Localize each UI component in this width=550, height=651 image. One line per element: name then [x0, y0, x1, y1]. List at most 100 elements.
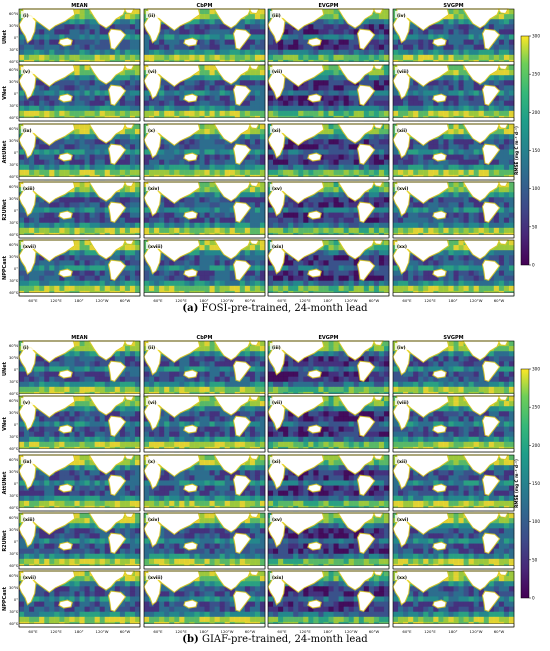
- rmse-cell: [413, 227, 419, 234]
- rmse-cell: [24, 154, 30, 160]
- rmse-cell: [114, 54, 121, 61]
- rmse-cell: [468, 217, 474, 224]
- rmse-cell: [64, 144, 70, 150]
- rmse-cell: [338, 19, 344, 25]
- rmse-cell: [333, 105, 339, 112]
- rmse-cell: [393, 217, 399, 224]
- rmse-cell: [59, 217, 65, 224]
- rmse-cell: [74, 75, 80, 81]
- lat-tick-label: 30°N: [9, 80, 18, 84]
- rmse-cell: [338, 207, 344, 213]
- rmse-cell: [378, 222, 385, 229]
- rmse-cell: [134, 255, 141, 261]
- rmse-cell: [239, 169, 246, 176]
- coastal-rmse: [232, 28, 252, 50]
- rmse-cell: [413, 222, 419, 229]
- rmse-cell: [268, 212, 274, 218]
- rmse-cell: [159, 105, 165, 112]
- rmse-cell: [249, 110, 256, 117]
- rmse-cell: [224, 260, 231, 266]
- rmse-cell: [438, 105, 444, 112]
- rmse-cell: [383, 100, 390, 107]
- rmse-cell: [204, 80, 210, 86]
- land-mass: [143, 234, 266, 239]
- rmse-cell: [204, 90, 210, 96]
- rmse-cell: [34, 227, 40, 234]
- rmse-cell: [378, 129, 385, 135]
- rmse-cell: [393, 95, 399, 101]
- rmse-cell: [293, 222, 299, 229]
- rmse-cell: [44, 105, 50, 112]
- rmse-cell: [443, 159, 449, 166]
- rmse-cell: [508, 124, 515, 130]
- rmse-cell: [254, 14, 261, 20]
- rmse-cell: [338, 90, 344, 96]
- rmse-cell: [99, 100, 106, 107]
- rmse-cell: [378, 202, 385, 208]
- rmse-cell: [34, 197, 40, 203]
- rmse-cell: [34, 159, 40, 166]
- rmse-cell: [29, 105, 35, 112]
- rmse-cell: [209, 49, 215, 56]
- rmse-cell: [493, 49, 500, 56]
- rmse-cell: [159, 39, 165, 45]
- rmse-cell: [413, 29, 419, 35]
- rmse-cell: [383, 90, 390, 96]
- coastal-rmse: [88, 8, 127, 29]
- rmse-cell: [378, 80, 385, 86]
- rmse-cell: [383, 49, 390, 56]
- rmse-cell: [189, 80, 195, 86]
- rmse-cell: [39, 270, 45, 276]
- rmse-cell: [443, 24, 449, 30]
- rmse-cell: [418, 149, 424, 155]
- rmse-cell: [453, 19, 459, 25]
- rmse-cell: [74, 14, 80, 20]
- rmse-cell: [408, 105, 414, 112]
- rmse-cell: [473, 80, 480, 86]
- rmse-cell: [393, 212, 399, 218]
- rmse-cell: [184, 90, 190, 96]
- rmse-cell: [298, 202, 304, 208]
- rmse-cell: [378, 212, 385, 218]
- rmse-cell: [448, 164, 454, 171]
- rmse-cell: [353, 227, 360, 234]
- rmse-cell: [64, 49, 70, 56]
- rmse-cell: [428, 202, 434, 208]
- rmse-cell: [224, 49, 231, 56]
- rmse-cell: [74, 217, 80, 224]
- rmse-cell: [353, 207, 360, 213]
- rmse-cell: [473, 54, 480, 61]
- rmse-cell: [124, 164, 131, 171]
- rmse-cell: [413, 80, 419, 86]
- rmse-cell: [328, 182, 334, 188]
- rmse-cell: [333, 14, 339, 20]
- rmse-cell: [323, 164, 329, 171]
- rmse-cell: [129, 187, 136, 193]
- rmse-cell: [144, 54, 150, 61]
- rmse-cell: [468, 85, 474, 91]
- rmse-cell: [44, 90, 50, 96]
- rmse-cell: [154, 54, 160, 61]
- rmse-cell: [129, 34, 136, 40]
- rmse-cell: [94, 270, 100, 276]
- rmse-cell: [189, 85, 195, 91]
- rmse-cell: [408, 19, 414, 25]
- rmse-cell: [503, 75, 510, 81]
- rmse-cell: [239, 134, 246, 140]
- rmse-cell: [144, 95, 150, 101]
- rmse-cell: [159, 159, 165, 166]
- rmse-cell: [204, 197, 210, 203]
- rmse-cell: [149, 270, 155, 276]
- rmse-cell: [448, 207, 454, 213]
- rmse-cell: [303, 80, 309, 86]
- rmse-cell: [119, 75, 126, 81]
- rmse-cell: [44, 202, 50, 208]
- rmse-cell: [458, 217, 464, 224]
- rmse-cell: [49, 105, 55, 112]
- rmse-cell: [229, 222, 236, 229]
- rmse-cell: [239, 164, 246, 171]
- rmse-cell: [244, 139, 251, 145]
- rmse-cell: [69, 80, 75, 86]
- rmse-cell: [363, 222, 370, 229]
- panel-label-bg: [270, 67, 284, 74]
